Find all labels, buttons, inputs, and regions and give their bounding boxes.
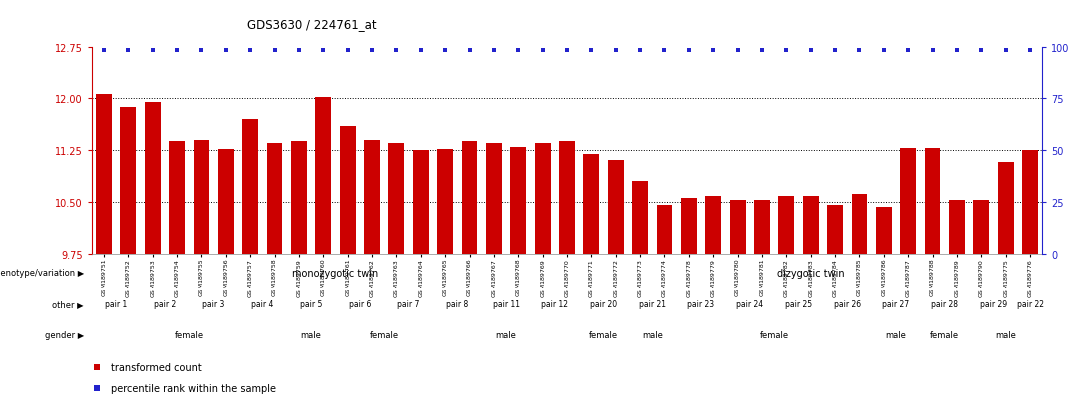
Bar: [267, 144, 283, 254]
Bar: [486, 144, 502, 254]
Bar: [291, 142, 307, 254]
Bar: [218, 150, 233, 254]
Text: pair 27: pair 27: [882, 299, 909, 309]
Text: pair 22: pair 22: [1016, 299, 1043, 309]
Bar: [851, 194, 867, 254]
Bar: [754, 200, 770, 254]
Text: female: female: [759, 330, 788, 339]
Text: female: female: [369, 330, 399, 339]
Bar: [680, 199, 697, 254]
Text: pair 4: pair 4: [252, 299, 273, 309]
Bar: [193, 140, 210, 254]
Text: monozygotic twin: monozygotic twin: [293, 268, 379, 278]
Bar: [170, 142, 185, 254]
Bar: [657, 206, 673, 254]
Bar: [461, 142, 477, 254]
Bar: [242, 120, 258, 254]
Bar: [632, 182, 648, 254]
Bar: [511, 147, 526, 254]
Bar: [973, 201, 989, 254]
Text: pair 20: pair 20: [590, 299, 617, 309]
Text: female: female: [930, 330, 959, 339]
Text: pair 7: pair 7: [397, 299, 420, 309]
Bar: [559, 142, 575, 254]
Text: dizygotic twin: dizygotic twin: [777, 268, 845, 278]
Text: male: male: [496, 330, 516, 339]
Text: pair 21: pair 21: [638, 299, 665, 309]
Text: pair 28: pair 28: [931, 299, 958, 309]
Bar: [827, 206, 843, 254]
Text: pair 8: pair 8: [446, 299, 469, 309]
Bar: [535, 144, 551, 254]
Bar: [437, 150, 454, 254]
Bar: [730, 201, 745, 254]
Bar: [340, 127, 355, 254]
Text: pair 6: pair 6: [349, 299, 372, 309]
Bar: [121, 108, 136, 254]
Bar: [901, 149, 916, 254]
Bar: [413, 151, 429, 254]
Text: male: male: [300, 330, 322, 339]
Text: transformed count: transformed count: [111, 363, 202, 373]
Text: pair 25: pair 25: [785, 299, 812, 309]
Bar: [802, 197, 819, 254]
Text: pair 1: pair 1: [105, 299, 127, 309]
Text: pair 11: pair 11: [492, 299, 519, 309]
Text: pair 3: pair 3: [202, 299, 225, 309]
Text: pair 23: pair 23: [688, 299, 715, 309]
Bar: [705, 197, 721, 254]
Bar: [949, 201, 964, 254]
Bar: [145, 102, 161, 254]
Text: pair 2: pair 2: [153, 299, 176, 309]
Text: percentile rank within the sample: percentile rank within the sample: [111, 383, 275, 393]
Bar: [315, 98, 332, 254]
Bar: [998, 162, 1013, 254]
Bar: [608, 161, 623, 254]
Text: other ▶: other ▶: [52, 299, 84, 309]
Bar: [389, 144, 404, 254]
Text: genotype/variation ▶: genotype/variation ▶: [0, 268, 84, 278]
Text: female: female: [175, 330, 204, 339]
Text: pair 24: pair 24: [737, 299, 764, 309]
Text: pair 5: pair 5: [300, 299, 322, 309]
Text: male: male: [642, 330, 663, 339]
Bar: [96, 95, 112, 254]
Text: gender ▶: gender ▶: [44, 330, 84, 339]
Text: pair 29: pair 29: [980, 299, 1007, 309]
Text: male: male: [995, 330, 1016, 339]
Bar: [876, 208, 892, 254]
Text: pair 12: pair 12: [541, 299, 568, 309]
Text: pair 26: pair 26: [834, 299, 861, 309]
Bar: [1022, 151, 1038, 254]
Bar: [779, 197, 794, 254]
Bar: [364, 140, 380, 254]
Bar: [583, 154, 599, 254]
Bar: [924, 149, 941, 254]
Text: male: male: [886, 330, 906, 339]
Text: female: female: [589, 330, 618, 339]
Text: GDS3630 / 224761_at: GDS3630 / 224761_at: [247, 18, 377, 31]
